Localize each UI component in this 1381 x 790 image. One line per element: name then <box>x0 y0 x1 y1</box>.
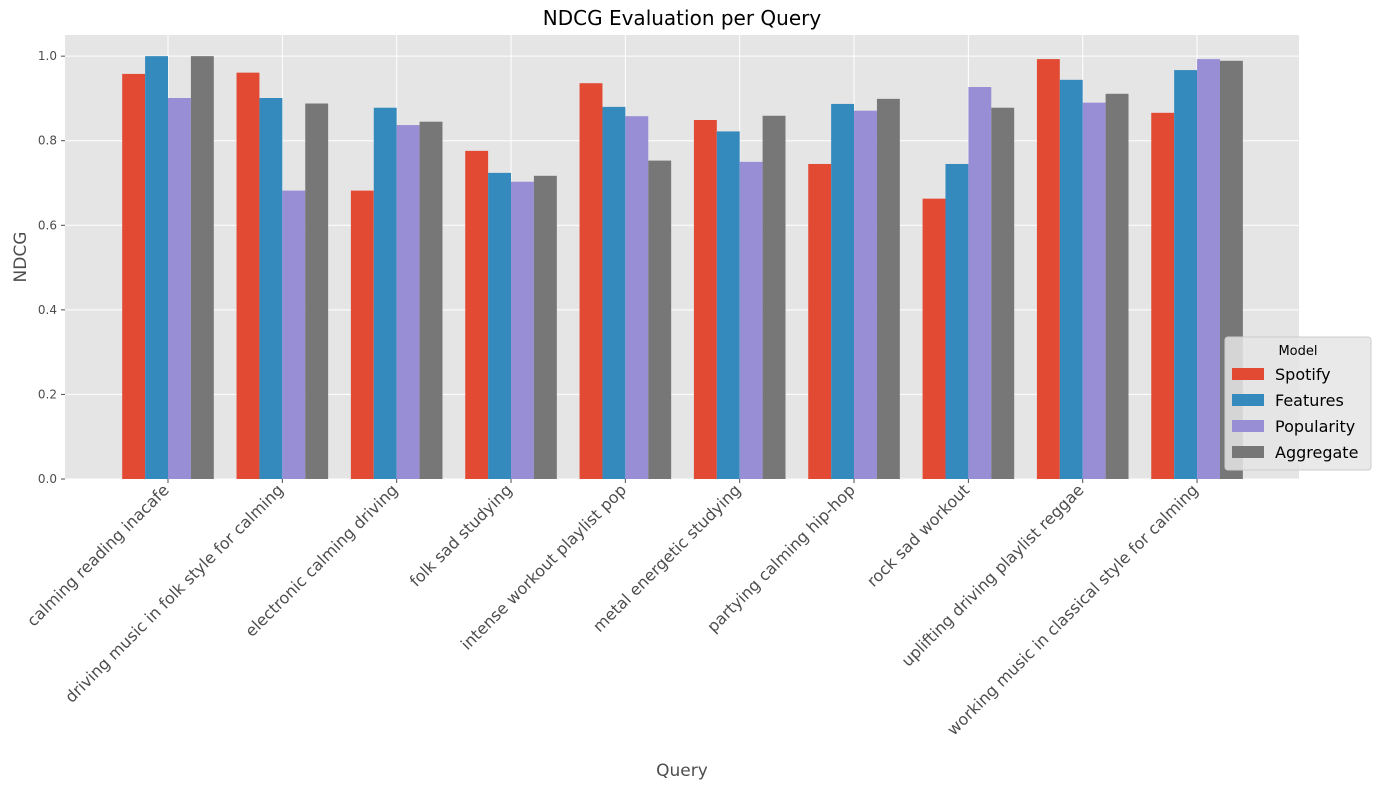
x-tick-label: rock sad workout <box>863 480 973 590</box>
bar <box>1197 59 1220 480</box>
bar <box>511 181 534 479</box>
legend-swatch <box>1232 446 1264 458</box>
y-tick-label: 0.8 <box>38 134 57 148</box>
bar <box>739 161 763 479</box>
bar <box>968 87 992 480</box>
bar <box>488 172 512 479</box>
bar <box>922 198 946 479</box>
bar <box>625 116 649 479</box>
bar <box>648 160 672 480</box>
bar <box>693 119 717 479</box>
bar <box>716 131 740 479</box>
bars <box>122 56 1243 480</box>
bar <box>396 125 420 479</box>
bar <box>1105 93 1129 479</box>
bar <box>350 190 374 479</box>
bar <box>533 175 557 479</box>
bar <box>282 190 306 479</box>
bar <box>876 98 900 479</box>
chart-title: NDCG Evaluation per Query <box>543 6 822 30</box>
legend-label: Spotify <box>1275 365 1331 384</box>
legend-swatch <box>1232 368 1264 380</box>
bar <box>762 115 786 479</box>
bar <box>259 98 283 480</box>
legend-label: Aggregate <box>1275 443 1358 462</box>
y-tick-label: 1.0 <box>38 49 57 63</box>
bar <box>1036 59 1060 480</box>
bar <box>168 98 191 480</box>
legend-swatch <box>1232 394 1264 406</box>
legend: Model Spotify Features Popularity Aggregate <box>1224 336 1372 471</box>
bar <box>145 56 168 480</box>
y-tick-label: 0.2 <box>38 387 57 401</box>
bar <box>1059 79 1083 479</box>
bar <box>419 121 443 479</box>
bar <box>1151 112 1175 479</box>
bar <box>831 103 855 479</box>
bar <box>122 73 146 479</box>
x-axis-title: Query <box>656 761 708 781</box>
bar <box>579 83 603 479</box>
legend-title: Model <box>1278 344 1317 359</box>
y-tick-label: 0.0 <box>38 472 57 486</box>
legend-items: Spotify Features Popularity Aggregate <box>1232 365 1358 462</box>
y-axis-title: NDCG <box>11 232 31 283</box>
bar <box>1174 70 1198 480</box>
bar <box>945 163 969 479</box>
bar <box>373 107 397 479</box>
bar <box>1082 102 1106 480</box>
x-tick-label: driving music in folk style for calming <box>61 480 287 706</box>
bar <box>190 56 214 480</box>
bar <box>305 103 329 479</box>
x-tick-label: working music in classical style for cal… <box>943 480 1202 739</box>
x-tick-label: uplifting driving playlist reggae <box>898 480 1088 670</box>
bar <box>808 163 832 479</box>
bar <box>602 106 626 479</box>
bar <box>465 150 489 479</box>
legend-swatch <box>1232 420 1264 432</box>
y-tick-label: 0.6 <box>38 218 57 232</box>
legend-label: Features <box>1275 391 1344 410</box>
bar <box>854 110 877 479</box>
bar <box>236 72 260 480</box>
legend-label: Popularity <box>1275 417 1355 436</box>
x-tick-label: folk sad studying <box>406 480 516 590</box>
y-axis: 0.0 0.2 0.4 0.6 0.8 1.0 <box>38 49 65 486</box>
y-tick-label: 0.4 <box>38 303 57 317</box>
bar <box>991 107 1015 479</box>
